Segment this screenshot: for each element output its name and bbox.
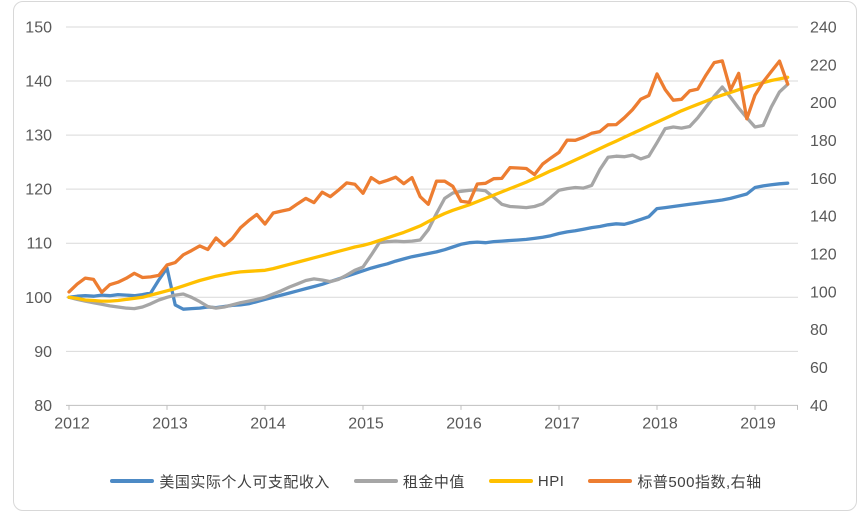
y-axis-label-left: 110: [26, 236, 52, 253]
y-axis-label-right: 160: [810, 171, 837, 188]
legend-label: 美国实际个人可支配收入: [159, 473, 330, 491]
legend-label: 标普500指数,右轴: [637, 473, 762, 491]
y-axis-label-right: 200: [810, 95, 837, 112]
chart-legend: 美国实际个人可支配收入 租金中值 HPI 标普500指数,右轴: [14, 466, 858, 496]
y-axis-label-right: 100: [810, 284, 837, 301]
y-axis-label-right: 40: [810, 398, 828, 415]
y-axis-label-right: 60: [810, 360, 828, 377]
series-line-0: [67, 181, 790, 311]
legend-line-swatch: [488, 479, 533, 483]
legend-line-swatch: [588, 479, 633, 483]
y-axis-label-right: 140: [810, 209, 837, 226]
y-axis-label-right: 120: [810, 247, 837, 264]
x-axis-label: 2012: [54, 415, 90, 432]
series-line-3: [67, 59, 790, 294]
legend-item-hpi[interactable]: HPI: [488, 472, 565, 490]
y-axis-label-left: 80: [34, 398, 52, 415]
y-axis-label-left: 100: [25, 290, 52, 307]
legend-label: HPI: [537, 472, 565, 490]
legend-line-swatch: [110, 479, 155, 483]
x-axis-label: 2016: [446, 415, 482, 432]
y-axis-label-left: 130: [25, 128, 52, 145]
series-line-2: [67, 75, 790, 303]
legend-label: 租金中值: [402, 473, 465, 491]
x-axis-label: 2019: [740, 415, 776, 432]
y-axis-label-right: 220: [810, 57, 837, 74]
legend-line-swatch: [353, 479, 398, 483]
y-axis-label-left: 150: [25, 20, 52, 37]
y-axis-label-right: 240: [810, 20, 837, 37]
legend-item-disposable-income[interactable]: 美国实际个人可支配收入: [110, 471, 330, 492]
y-axis-label-left: 90: [34, 344, 52, 361]
y-axis-label-right: 80: [810, 322, 828, 339]
legend-item-median-rent[interactable]: 租金中值: [353, 471, 465, 492]
legend-item-sp500[interactable]: 标普500指数,右轴: [588, 471, 761, 492]
series-line-1: [67, 82, 790, 311]
x-axis-label: 2014: [250, 415, 286, 432]
x-axis-label: 2017: [544, 415, 580, 432]
y-axis-label-left: 140: [25, 74, 52, 91]
x-axis-label: 2013: [152, 415, 188, 432]
y-axis-label-right: 180: [810, 133, 837, 150]
y-axis-label-left: 120: [25, 182, 52, 199]
x-axis-label: 2015: [348, 415, 384, 432]
x-axis-label: 2018: [642, 415, 678, 432]
